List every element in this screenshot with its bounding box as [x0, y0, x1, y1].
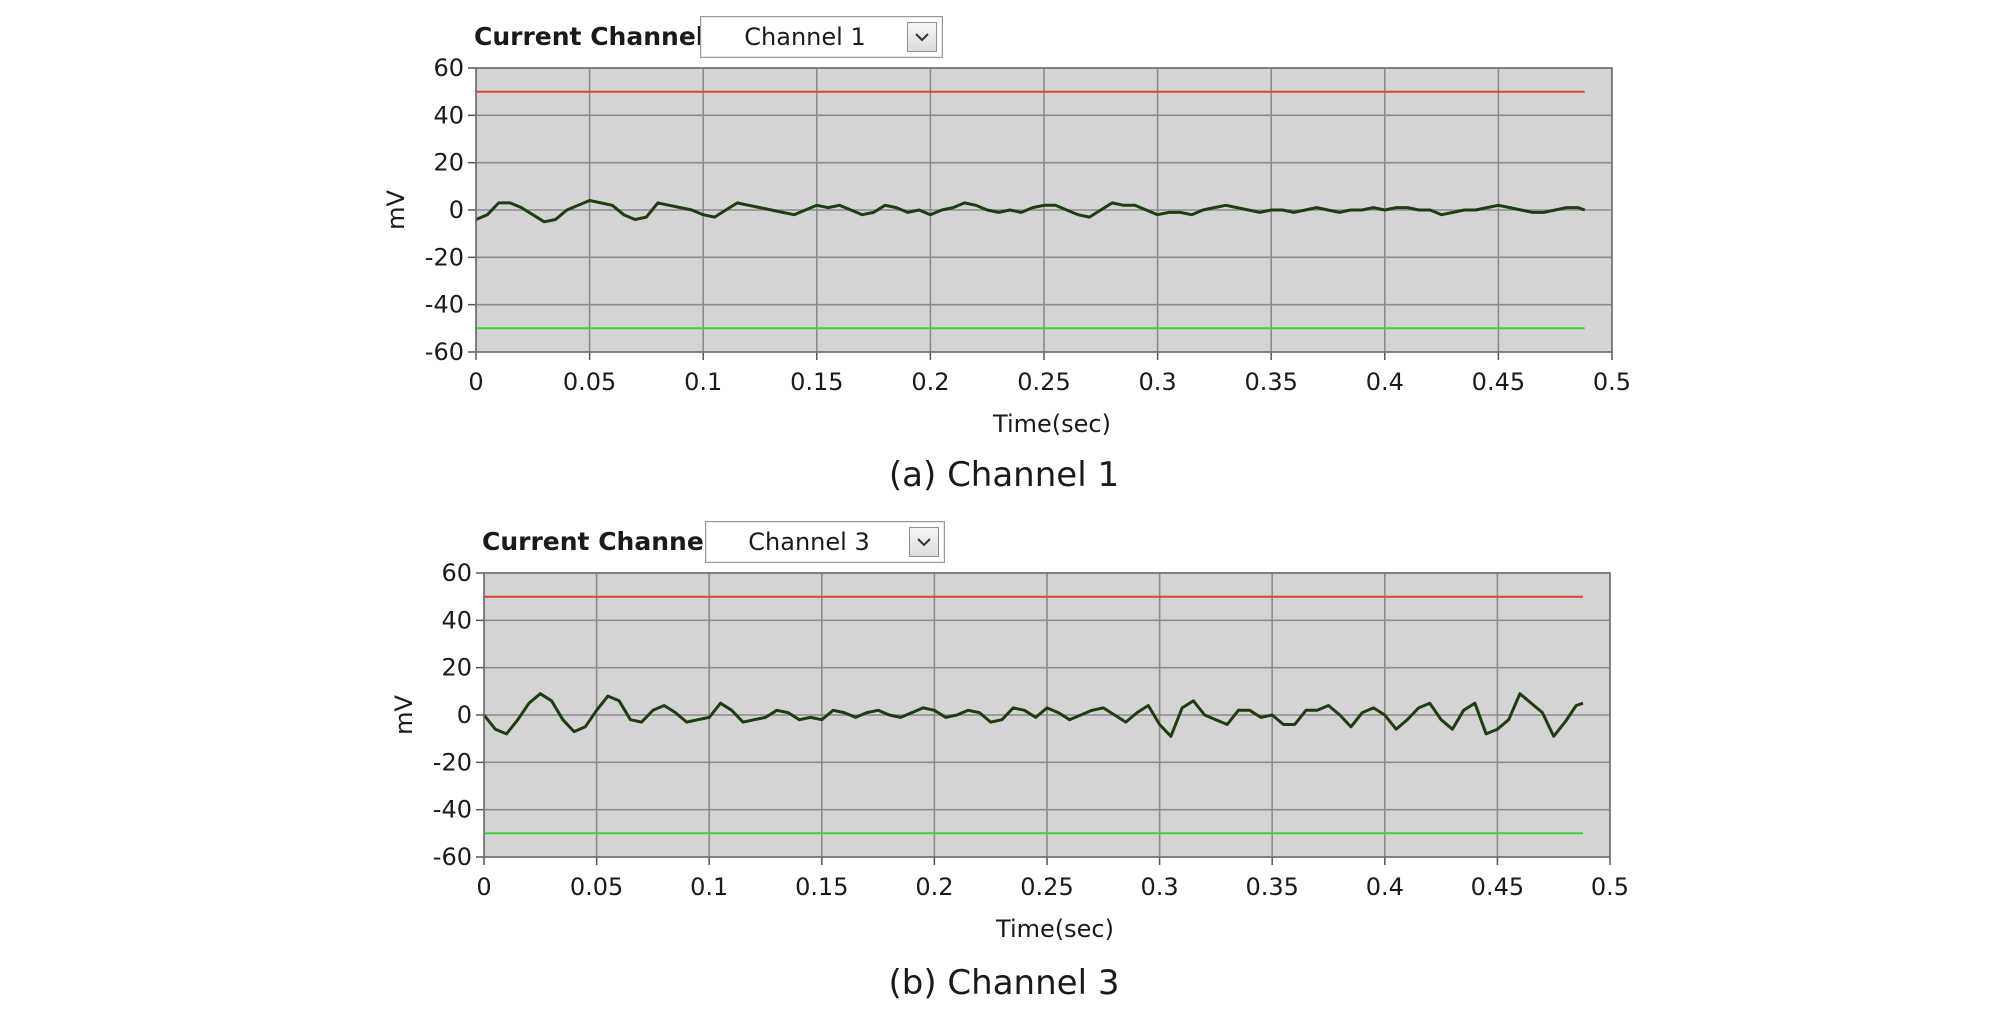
x-tick-label: 0.25	[1017, 368, 1070, 396]
x-tick-label: 0.35	[1245, 873, 1298, 901]
y-tick-label: 20	[433, 149, 464, 177]
voltage-chart: 0 0.05 0.1 0.15 0.2 0.25 0.3 0.35 0.4 0.45 0.5 60 40…	[382, 54, 1631, 438]
x-tick-label: 0.4	[1366, 368, 1404, 396]
chevron-down-icon[interactable]	[909, 527, 939, 557]
y-tick-label: 40	[441, 606, 472, 634]
signal-line	[475, 199, 1586, 224]
signal-line	[482, 692, 1584, 738]
chart-panel-channel-1: Current Channel Channel 1 0 0.05 0.1 0.15 0.…	[382, 16, 1631, 495]
x-tick-label: 0.45	[1472, 368, 1525, 396]
chart-panel-channel-3: Current Channel Channel 3 0 0.05 0.1 0.15 0.…	[0, 505, 2008, 1012]
channel-select[interactable]: Channel 3	[705, 521, 945, 563]
y-axis-label: mV	[390, 695, 418, 735]
y-tick-label: 0	[449, 196, 464, 224]
y-tick-label: 0	[457, 701, 472, 729]
x-tick-label: 0.25	[1020, 873, 1073, 901]
plot-frame	[475, 67, 1613, 353]
y-tick-label: 40	[433, 101, 464, 129]
current-channel-label: Current Channel	[482, 527, 713, 556]
x-tick-label: 0.5	[1591, 873, 1629, 901]
y-tick-label: -60	[433, 843, 472, 871]
x-tick-label: 0.1	[684, 368, 722, 396]
x-axis-label: Time(sec)	[992, 410, 1111, 438]
y-tick-label: 60	[433, 54, 464, 82]
x-tick-label: 0.05	[570, 873, 623, 901]
y-tick-label: -60	[425, 338, 464, 366]
y-tick-label: -20	[425, 243, 464, 271]
x-tick-label: 0.35	[1244, 368, 1297, 396]
x-axis-label: Time(sec)	[995, 915, 1114, 943]
y-tick-label: -20	[433, 748, 472, 776]
x-tick-label: 0	[468, 368, 483, 396]
x-tick-label: 0.2	[915, 873, 953, 901]
x-tick-label: 0.5	[1593, 368, 1631, 396]
x-tick-label: 0.3	[1139, 368, 1177, 396]
x-tick-label: 0.1	[690, 873, 728, 901]
x-tick-label: 0.05	[563, 368, 616, 396]
channel-select-value: Channel 3	[748, 528, 870, 556]
x-tick-label: 0.15	[795, 873, 848, 901]
y-tick-label: 20	[441, 654, 472, 682]
voltage-chart: 0 0.05 0.1 0.15 0.2 0.25 0.3 0.35 0.4 0.45 0.5 60 40…	[390, 559, 1629, 943]
x-tick-label: 0.2	[911, 368, 949, 396]
channel-select[interactable]: Channel 1	[700, 16, 943, 58]
y-tick-label: -40	[433, 796, 472, 824]
y-tick-label: 60	[441, 559, 472, 587]
figure-caption: (a) Channel 1	[888, 455, 1120, 495]
channel-select-value: Channel 1	[744, 23, 866, 51]
y-tick-label: -40	[425, 291, 464, 319]
plot-frame	[483, 572, 1611, 858]
x-tick-label: 0.45	[1471, 873, 1524, 901]
x-tick-label: 0	[476, 873, 491, 901]
current-channel-label: Current Channel	[474, 22, 705, 51]
x-tick-label: 0.15	[790, 368, 843, 396]
chevron-down-icon[interactable]	[907, 22, 937, 52]
x-tick-label: 0.3	[1141, 873, 1179, 901]
figure-caption: (b) Channel 3	[888, 963, 1120, 1003]
y-axis-label: mV	[382, 190, 410, 230]
x-tick-label: 0.4	[1366, 873, 1404, 901]
